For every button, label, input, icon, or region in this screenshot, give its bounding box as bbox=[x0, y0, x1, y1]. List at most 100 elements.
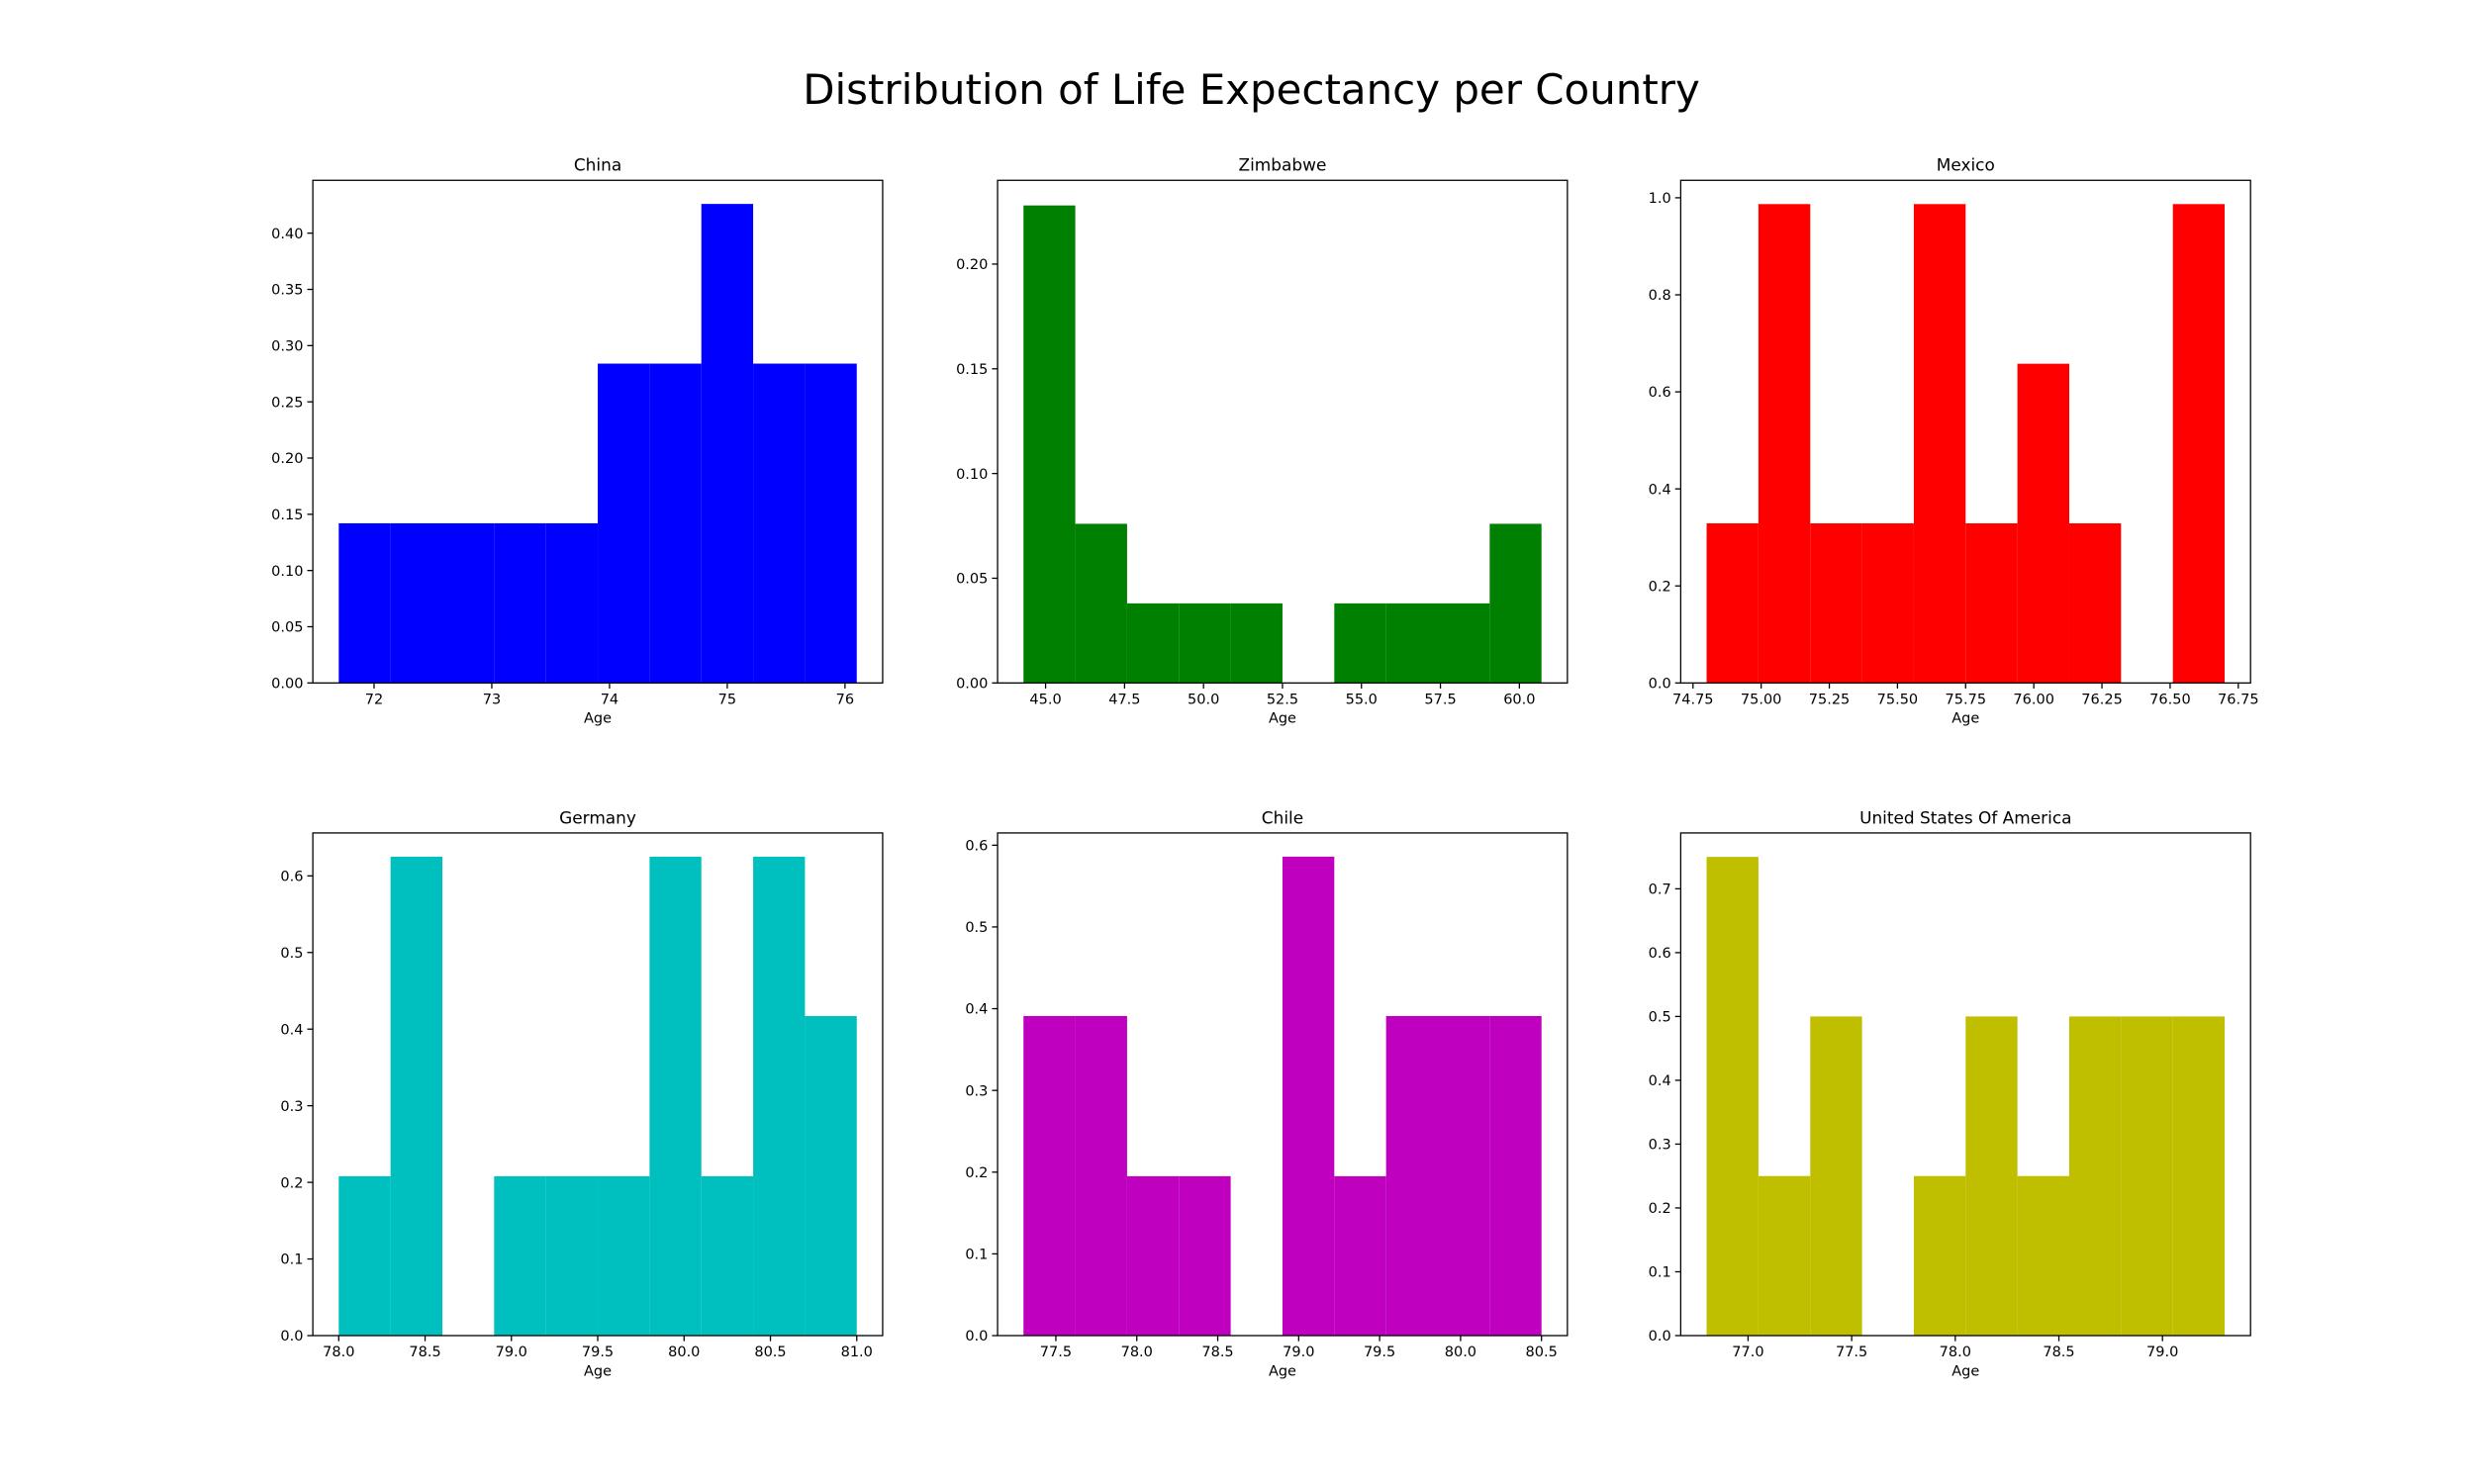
y-tick-label: 0.2 bbox=[280, 1175, 303, 1191]
bar bbox=[1023, 205, 1076, 684]
x-tick-label: 75.00 bbox=[1741, 692, 1782, 707]
bar bbox=[701, 204, 754, 684]
bar bbox=[1230, 603, 1283, 684]
x-tick-label: 78.5 bbox=[1201, 1345, 1233, 1360]
bar bbox=[1334, 603, 1386, 684]
bar bbox=[598, 1175, 650, 1336]
y-tick-label: 0.10 bbox=[956, 467, 988, 483]
y-tick-label: 0.15 bbox=[956, 362, 988, 378]
bar bbox=[701, 1175, 754, 1336]
bar bbox=[1438, 1015, 1490, 1336]
x-axis-label: Age bbox=[1269, 711, 1296, 727]
x-tick-label: 76.50 bbox=[2149, 692, 2191, 707]
x-tick-label: 45.0 bbox=[1029, 692, 1061, 707]
x-tick-label: 72 bbox=[365, 692, 383, 707]
y-tick-label: 0.30 bbox=[271, 339, 303, 355]
bar bbox=[1385, 1015, 1439, 1336]
x-axis-label: Age bbox=[1951, 711, 1979, 727]
y-tick-label: 0.3 bbox=[1649, 1138, 1671, 1154]
bar bbox=[2017, 363, 2069, 684]
subplot-title: Chile bbox=[1262, 807, 1303, 827]
y-tick-label: 0.00 bbox=[271, 676, 303, 692]
bar bbox=[1758, 1175, 1811, 1336]
y-tick-label: 0.4 bbox=[1649, 1073, 1671, 1089]
axes-frame bbox=[1679, 832, 2251, 1337]
bar bbox=[1913, 1175, 1966, 1336]
y-tick-label: 0.0 bbox=[280, 1329, 303, 1345]
bar bbox=[2172, 1016, 2226, 1336]
subplot-title: Zimbabwe bbox=[1239, 155, 1327, 175]
y-tick-label: 0.5 bbox=[280, 946, 303, 962]
y-tick-label: 0.25 bbox=[271, 395, 303, 411]
bar bbox=[1965, 1016, 2018, 1336]
x-tick-label: 78.0 bbox=[1940, 1345, 1971, 1360]
x-tick-label: 75.25 bbox=[1809, 692, 1851, 707]
y-tick-label: 0.0 bbox=[965, 1329, 988, 1345]
bar bbox=[2068, 522, 2122, 684]
bar bbox=[1965, 522, 2018, 684]
bar bbox=[649, 856, 702, 1336]
subplot-title: Germany bbox=[559, 807, 636, 827]
bar bbox=[1758, 204, 1811, 684]
bar bbox=[1126, 1175, 1180, 1336]
y-tick-label: 0.4 bbox=[280, 1022, 303, 1038]
x-tick-label: 77.5 bbox=[1836, 1345, 1867, 1360]
bar bbox=[2017, 1175, 2069, 1336]
x-tick-label: 76.00 bbox=[2013, 692, 2054, 707]
x-tick-label: 79.5 bbox=[1364, 1345, 1395, 1360]
bar bbox=[1179, 1175, 1231, 1336]
x-tick-label: 80.5 bbox=[1526, 1345, 1558, 1360]
bar bbox=[1385, 603, 1439, 684]
x-tick-label: 81.0 bbox=[841, 1345, 873, 1360]
x-tick-label: 75 bbox=[718, 692, 736, 707]
x-tick-label: 76.75 bbox=[2218, 692, 2259, 707]
y-tick-label: 0.3 bbox=[280, 1099, 303, 1115]
bar bbox=[1810, 1016, 1862, 1336]
x-tick-label: 80.0 bbox=[668, 1345, 700, 1360]
x-tick-label: 76 bbox=[836, 692, 854, 707]
y-tick-label: 0.5 bbox=[965, 920, 988, 936]
y-tick-label: 0.2 bbox=[1649, 579, 1671, 595]
x-tick-label: 78.0 bbox=[323, 1345, 354, 1360]
y-tick-label: 0.40 bbox=[271, 227, 303, 242]
bar bbox=[805, 1016, 857, 1336]
bar bbox=[1075, 523, 1127, 684]
y-tick-label: 0.05 bbox=[271, 620, 303, 636]
y-tick-label: 0.6 bbox=[965, 838, 988, 854]
y-tick-label: 0.3 bbox=[965, 1083, 988, 1099]
x-tick-label: 78.5 bbox=[409, 1345, 440, 1360]
bar bbox=[1489, 523, 1542, 684]
y-tick-label: 0.20 bbox=[271, 451, 303, 467]
bar bbox=[2068, 1016, 2122, 1336]
bar bbox=[390, 856, 442, 1336]
subplot-title: Mexico bbox=[1937, 155, 1995, 175]
bar bbox=[494, 522, 546, 684]
y-tick-label: 1.0 bbox=[1649, 191, 1671, 207]
x-tick-label: 60.0 bbox=[1503, 692, 1535, 707]
x-tick-label: 79.0 bbox=[496, 1345, 527, 1360]
subplot-title: China bbox=[574, 155, 621, 175]
x-axis-label: Age bbox=[584, 1363, 612, 1379]
y-tick-label: 0.1 bbox=[965, 1248, 988, 1263]
y-tick-label: 0.4 bbox=[965, 1002, 988, 1018]
y-tick-label: 0.7 bbox=[1649, 882, 1671, 898]
x-tick-label: 80.5 bbox=[754, 1345, 786, 1360]
axes-frame bbox=[312, 179, 884, 684]
x-tick-label: 79.0 bbox=[2146, 1345, 2178, 1360]
x-tick-label: 57.5 bbox=[1424, 692, 1456, 707]
y-tick-label: 0.6 bbox=[280, 869, 303, 884]
x-tick-label: 77.0 bbox=[1732, 1345, 1763, 1360]
bar bbox=[390, 522, 442, 684]
subplot-title: United States Of America bbox=[1859, 807, 2071, 827]
x-tick-label: 50.0 bbox=[1188, 692, 1219, 707]
x-tick-label: 79.0 bbox=[1283, 1345, 1314, 1360]
bar bbox=[1706, 522, 1759, 684]
bar bbox=[441, 522, 495, 684]
bar bbox=[1126, 603, 1180, 684]
x-tick-label: 75.75 bbox=[1946, 692, 1987, 707]
bar bbox=[1861, 522, 1914, 684]
x-tick-label: 80.0 bbox=[1445, 1345, 1476, 1360]
y-tick-label: 0.0 bbox=[1649, 676, 1671, 692]
bar bbox=[1810, 522, 1862, 684]
bar bbox=[1913, 204, 1966, 684]
